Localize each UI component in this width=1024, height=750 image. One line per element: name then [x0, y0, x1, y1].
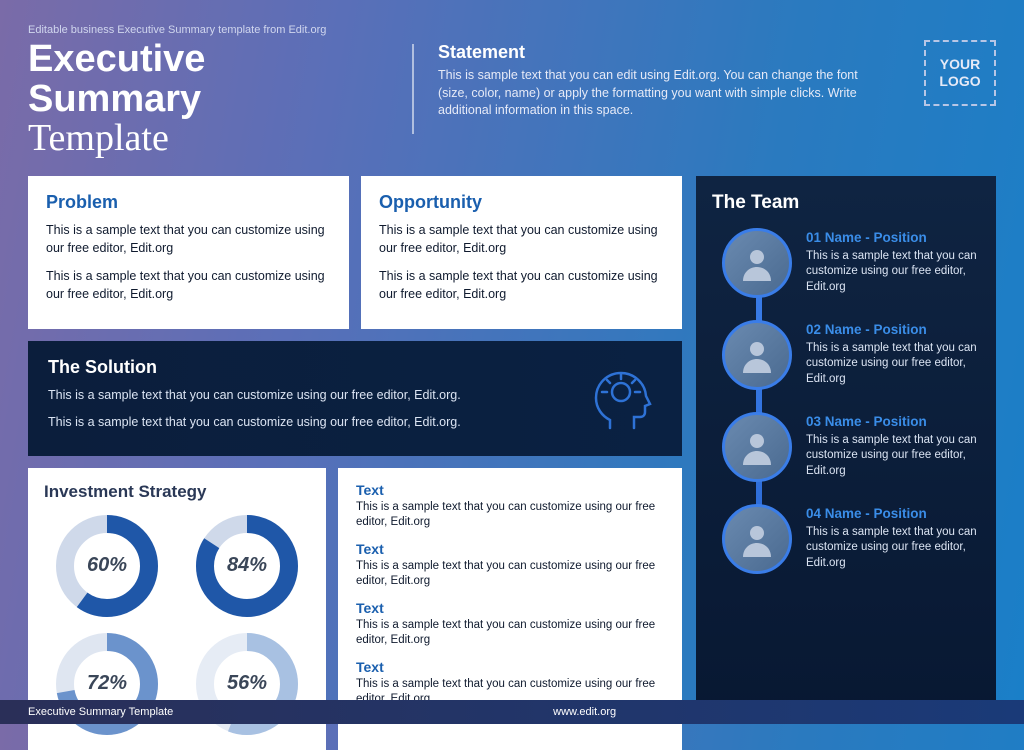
text-item-heading: Text [356, 482, 664, 498]
problem-text-1: This is a sample text that you can custo… [46, 221, 331, 257]
team-panel: The Team 01 Name - Position This is a sa… [696, 176, 996, 724]
member-text: This is a sample text that you can custo… [806, 525, 980, 572]
team-member-1: 01 Name - Position This is a sample text… [722, 228, 980, 298]
donut-2: 84% [184, 514, 310, 618]
footer: Executive Summary Template www.edit.org [0, 700, 1024, 724]
member-text: This is a sample text that you can custo… [806, 341, 980, 388]
statement-heading: Statement [438, 42, 924, 63]
title-block: Executive Summary Template [28, 40, 388, 160]
solution-text-2: This is a sample text that you can custo… [48, 413, 576, 432]
avatar-4 [722, 504, 792, 574]
donut-label-2: 84% [195, 514, 299, 618]
footer-center: www.edit.org [553, 706, 616, 718]
opportunity-text-2: This is a sample text that you can custo… [379, 267, 664, 303]
opportunity-text-1: This is a sample text that you can custo… [379, 221, 664, 257]
team-heading: The Team [712, 192, 980, 214]
member-name: 04 Name - Position [806, 506, 980, 521]
investment-heading: Investment Strategy [44, 482, 310, 502]
statement-block: Statement This is sample text that you c… [438, 40, 924, 120]
member-name: 03 Name - Position [806, 414, 980, 429]
team-member-3: 03 Name - Position This is a sample text… [722, 412, 980, 482]
avatar-2 [722, 320, 792, 390]
text-item-heading: Text [356, 541, 664, 557]
text-item-3: Text This is a sample text that you can … [356, 600, 664, 649]
text-item-body: This is a sample text that you can custo… [356, 500, 664, 531]
vertical-divider [412, 44, 414, 134]
team-member-4: 04 Name - Position This is a sample text… [722, 504, 980, 574]
caption: Editable business Executive Summary temp… [28, 24, 996, 36]
opportunity-heading: Opportunity [379, 192, 664, 213]
page-subtitle: Template [28, 116, 388, 160]
donut-1: 60% [44, 514, 170, 618]
opportunity-card: Opportunity This is a sample text that y… [361, 176, 682, 330]
text-item-1: Text This is a sample text that you can … [356, 482, 664, 531]
solution-heading: The Solution [48, 357, 576, 378]
text-item-2: Text This is a sample text that you can … [356, 541, 664, 590]
text-item-body: This is a sample text that you can custo… [356, 559, 664, 590]
donut-label-1: 60% [55, 514, 159, 618]
text-item-heading: Text [356, 659, 664, 675]
idea-head-icon [576, 357, 662, 440]
avatar-1 [722, 228, 792, 298]
member-name: 02 Name - Position [806, 322, 980, 337]
header: Executive Summary Template Statement Thi… [28, 40, 996, 160]
footer-left: Executive Summary Template [28, 706, 173, 718]
member-name: 01 Name - Position [806, 230, 980, 245]
solution-text-1: This is a sample text that you can custo… [48, 386, 576, 405]
solution-card: The Solution This is a sample text that … [28, 341, 682, 456]
team-connector-line [756, 264, 762, 538]
member-text: This is a sample text that you can custo… [806, 433, 980, 480]
problem-text-2: This is a sample text that you can custo… [46, 267, 331, 303]
text-item-heading: Text [356, 600, 664, 616]
avatar-3 [722, 412, 792, 482]
problem-heading: Problem [46, 192, 331, 213]
statement-body: This is sample text that you can edit us… [438, 67, 878, 120]
logo-placeholder[interactable]: YOUR LOGO [924, 40, 996, 106]
team-member-2: 02 Name - Position This is a sample text… [722, 320, 980, 390]
page-title: Executive Summary [28, 40, 388, 120]
member-text: This is a sample text that you can custo… [806, 249, 980, 296]
problem-card: Problem This is a sample text that you c… [28, 176, 349, 330]
text-item-body: This is a sample text that you can custo… [356, 618, 664, 649]
